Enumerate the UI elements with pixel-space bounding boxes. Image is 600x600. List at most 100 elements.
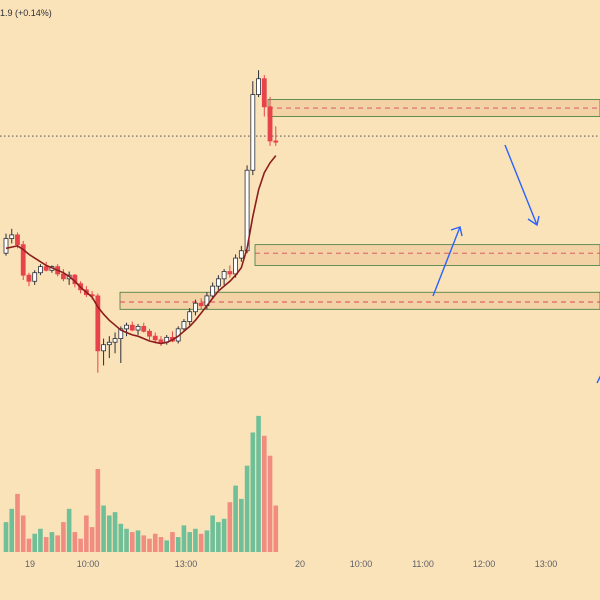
volume-bar [66,508,72,552]
candle-body [61,273,66,280]
candle-body [267,106,273,142]
candle[interactable] [118,326,124,363]
volume-bar [43,537,49,552]
candle[interactable] [256,70,261,98]
candle[interactable] [267,97,273,146]
up-arrow-shaft [432,226,461,297]
candle-body [181,321,187,330]
candle[interactable] [3,233,9,256]
candle-body [124,324,129,330]
candle-body [95,295,101,352]
candle[interactable] [43,261,49,272]
volume-bar [135,530,141,552]
volume-bar [32,533,37,552]
candle[interactable] [227,265,233,278]
candle[interactable] [38,264,43,276]
volume-bar [204,530,210,552]
candle-body [233,257,239,275]
down-arrow-shaft [504,144,538,226]
candle[interactable] [9,228,15,244]
candle[interactable] [250,81,256,176]
volume-bar [9,508,15,552]
candle-body [3,238,9,254]
candle-body [210,285,216,297]
candle-body [221,271,227,280]
x-tick-label: 19 [25,559,35,569]
volume-bar [216,522,221,552]
candle[interactable] [187,308,193,326]
candle[interactable] [135,323,141,335]
candle[interactable] [158,336,164,346]
moving-average-line [5,155,277,345]
candle[interactable] [181,319,187,332]
candle[interactable] [238,245,244,262]
candle-body [227,271,233,275]
candle[interactable] [198,298,204,310]
candle[interactable] [124,322,129,337]
candle-body [141,325,147,332]
volume-bar [78,538,83,552]
price-zone[interactable] [119,291,600,310]
x-tick-label: 20 [295,559,305,569]
candle-body [256,78,261,95]
candle[interactable] [141,322,147,333]
x-tick-label: 11:00 [412,559,434,569]
candle[interactable] [215,275,221,290]
candle-body [261,78,267,108]
volume-bar [101,505,106,552]
volume-bar [152,533,158,552]
candle[interactable] [61,269,66,282]
volume-bar [112,512,118,552]
candle-body [38,266,43,274]
candle-body [198,302,204,307]
candle-body [238,250,244,259]
candle-body [152,335,158,341]
candle-body [193,302,198,313]
volume-bar [72,532,78,552]
candle-body [101,344,106,352]
candle[interactable] [129,321,135,332]
candle[interactable] [26,272,32,287]
candle[interactable] [106,336,112,359]
volume-bar [26,538,32,552]
x-tick-label: 10:00 [77,559,100,569]
candle[interactable] [261,75,267,117]
candles-layer [3,70,279,373]
volume-bar [141,535,147,552]
candle-body [273,140,279,143]
x-tick-label: 13:00 [175,559,198,569]
candle[interactable] [101,338,106,366]
up-arrow-head [450,226,463,237]
x-tick-label: 13:00 [535,559,558,569]
volume-bar [38,528,43,552]
x-tick-label: 12:00 [473,559,496,569]
volume-bar [198,533,204,552]
candle[interactable] [210,282,216,299]
volume-bar [158,537,164,552]
volume-bar [61,522,66,552]
volume-bar [15,493,20,552]
partial-arrow-shaft [596,375,600,384]
volume-bar [55,535,60,552]
volume-bar [193,528,198,552]
candle[interactable] [20,241,26,281]
volume-bar [273,505,279,552]
candle[interactable] [221,269,227,285]
volume-bar [147,538,152,552]
volume-bar [244,465,250,552]
volume-bar [20,515,26,552]
volume-bar [107,515,112,552]
candle[interactable] [147,328,152,340]
candle[interactable] [273,126,279,146]
candle[interactable] [32,270,38,285]
price-zone[interactable] [254,244,600,266]
volume-bar [267,455,273,552]
volume-bar [262,435,267,552]
candle[interactable] [112,332,118,354]
candle-body [15,234,20,246]
time-axis: 19 10:00 13:00 20 10:00 11:00 12:00 13:00 [25,559,557,569]
volume-bar [221,518,227,552]
candle[interactable] [193,299,198,316]
